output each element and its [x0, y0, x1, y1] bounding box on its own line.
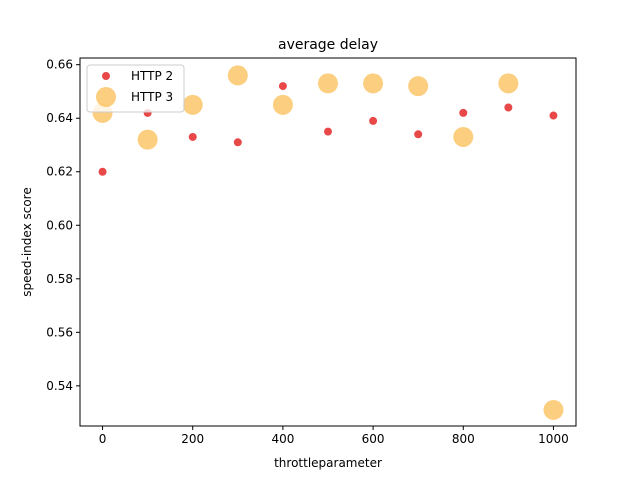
y-tick-label: 0.56 [46, 325, 73, 339]
http2-data-point [549, 111, 558, 120]
y-axis-label: speed-index score [20, 187, 34, 296]
http3-data-point [363, 73, 384, 94]
x-tick-label: 600 [362, 432, 385, 446]
http3-data-point [453, 126, 474, 147]
y-tick-label: 0.58 [46, 272, 73, 286]
y-tick-label: 0.66 [46, 58, 73, 72]
http2-data-point [369, 116, 378, 125]
axes-frame [79, 57, 577, 427]
http2-data-point [324, 127, 332, 136]
legend-marker-http3 [96, 87, 116, 107]
x-axis: 0 200 400 600 800 1000 [99, 426, 569, 446]
chart-title: average delay [278, 37, 378, 53]
http2-data-point [278, 82, 287, 91]
legend-label-http2: HTTP 2 [131, 69, 173, 83]
x-axis-label: throttleparameter [274, 456, 382, 470]
http2-data-point [459, 108, 468, 117]
http2-data-point [188, 132, 197, 141]
legend-label-http3: HTTP 3 [131, 90, 173, 104]
http3-data-point [137, 129, 158, 150]
http3-data-point [498, 73, 519, 94]
http3-data-point [543, 399, 564, 420]
http3-data-point [182, 94, 203, 115]
http2-data-point [233, 138, 242, 147]
http3-data-point [227, 65, 248, 86]
x-tick-label: 400 [271, 432, 294, 446]
x-tick-label: 800 [452, 432, 475, 446]
x-tick-label: 0 [99, 432, 107, 446]
y-tick-label: 0.62 [46, 165, 73, 179]
y-tick-label: 0.64 [46, 111, 73, 125]
http2-data-point [504, 103, 513, 112]
http3-data-point [408, 76, 429, 97]
x-tick-label: 1000 [538, 432, 569, 446]
http3-data-point [318, 73, 338, 94]
x-tick-label: 200 [181, 432, 204, 446]
y-axis: 0.54 0.56 0.58 0.60 0.62 0.64 0.66 [46, 58, 80, 393]
http3-data-point [272, 94, 293, 115]
http2-data-point [414, 130, 423, 139]
http2-data-point [98, 167, 107, 176]
y-tick-label: 0.60 [46, 218, 73, 232]
legend-marker-http2 [102, 72, 110, 80]
y-tick-label: 0.54 [46, 379, 73, 393]
legend: HTTP 2 HTTP 3 [86, 64, 185, 113]
